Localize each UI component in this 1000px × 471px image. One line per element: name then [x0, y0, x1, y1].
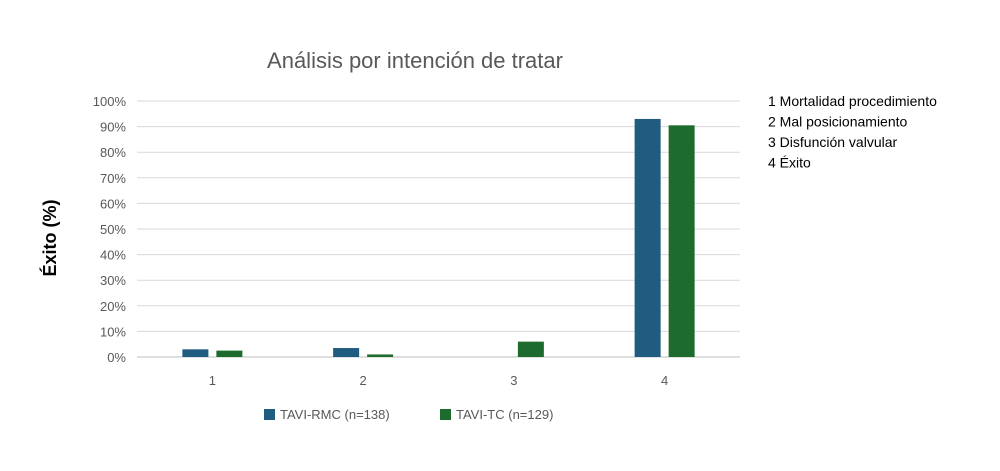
y-tick-label: 90% [100, 120, 126, 135]
y-tick-label: 10% [100, 324, 126, 339]
y-tick-label: 70% [100, 171, 126, 186]
x-tick-label: 4 [661, 373, 668, 388]
x-axis-ticks: 1 2 3 4 [209, 373, 668, 388]
y-tick-label: 80% [100, 145, 126, 160]
y-axis-label: Éxito (%) [39, 199, 60, 276]
y-tick-label: 60% [100, 196, 126, 211]
x-tick-label: 1 [209, 373, 216, 388]
bar-series-1-category-4 [634, 118, 661, 357]
category-note: 4 Éxito [768, 155, 811, 171]
category-note: 3 Disfunción valvular [768, 134, 898, 150]
y-axis-ticks: 0% 10% 20% 30% 40% 50% 60% 70% 80% 90% 100% [93, 94, 127, 365]
bars [182, 118, 695, 357]
bar-series-1-category-1 [182, 349, 209, 357]
legend-label: TAVI-TC (n=129) [456, 407, 553, 422]
y-tick-label: 30% [100, 273, 126, 288]
y-tick-label: 40% [100, 248, 126, 263]
bar-series-2-category-3 [517, 341, 544, 357]
category-notes: 1 Mortalidad procedimiento 2 Mal posicion… [768, 93, 937, 171]
category-note: 1 Mortalidad procedimiento [768, 93, 937, 109]
category-note: 2 Mal posicionamiento [768, 114, 908, 130]
x-tick-label: 3 [510, 373, 517, 388]
bar-series-2-category-4 [668, 125, 695, 357]
legend-swatch-series-1 [264, 409, 275, 420]
bar-series-1-category-2 [333, 348, 360, 357]
chart-title: Análisis por intención de tratar [267, 48, 563, 73]
bar-series-2-category-1 [216, 350, 243, 357]
bar-series-2-category-2 [367, 354, 394, 357]
y-tick-label: 20% [100, 299, 126, 314]
legend-label: TAVI-RMC (n=138) [280, 407, 390, 422]
y-tick-label: 100% [93, 94, 127, 109]
y-tick-label: 50% [100, 222, 126, 237]
legend: TAVI-RMC (n=138) TAVI-TC (n=129) [264, 407, 553, 422]
x-tick-label: 2 [360, 373, 367, 388]
y-tick-label: 0% [107, 350, 126, 365]
legend-swatch-series-2 [440, 409, 451, 420]
